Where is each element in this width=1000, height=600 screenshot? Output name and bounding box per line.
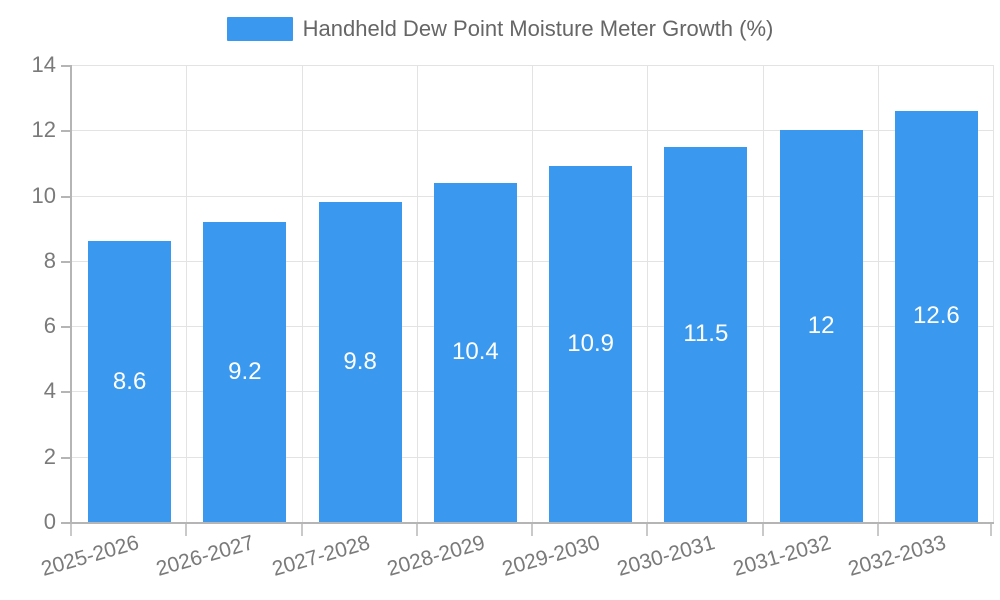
x-axis-tick-mark bbox=[300, 524, 303, 536]
x-axis-tick-mark bbox=[990, 524, 992, 536]
x-axis-tick-mark bbox=[185, 524, 188, 536]
x-axis-tick-mark bbox=[531, 524, 533, 536]
x-axis-tick-mark bbox=[876, 524, 879, 536]
bar-value-label: 10.4 bbox=[452, 338, 499, 366]
bar-2029-2030[interactable]: 10.9 bbox=[549, 166, 633, 522]
bar-value-label: 12.6 bbox=[913, 302, 960, 330]
h-gridline bbox=[72, 260, 994, 262]
v-gridline bbox=[301, 65, 303, 522]
bar-2025-2026[interactable]: 8.6 bbox=[88, 241, 172, 522]
x-axis-tick-mark bbox=[761, 524, 764, 536]
x-axis-tick-label: 2032-2033 bbox=[845, 531, 949, 581]
legend-series-label: Handheld Dew Point Moisture Meter Growth… bbox=[302, 16, 774, 41]
y-axis-tick-label: 10 bbox=[31, 182, 56, 208]
y-axis-tick-label: 12 bbox=[31, 117, 56, 143]
v-gridline bbox=[877, 65, 879, 522]
y-axis-tick-label: 2 bbox=[43, 443, 56, 469]
y-axis-tick-label: 0 bbox=[43, 509, 56, 534]
x-axis-tick-mark bbox=[415, 524, 418, 536]
y-axis-tick-label: 6 bbox=[43, 313, 56, 339]
x-axis-tick-mark bbox=[646, 524, 649, 536]
x-axis-tick-label: 2026-2027 bbox=[154, 531, 257, 581]
y-axis-tick-mark bbox=[61, 260, 70, 263]
y-axis-tick-mark bbox=[61, 195, 70, 198]
y-axis-tick-mark bbox=[61, 456, 70, 459]
h-gridline bbox=[72, 130, 994, 132]
y-axis-tick-mark bbox=[61, 326, 70, 329]
bar-value-label: 9.8 bbox=[343, 348, 377, 376]
v-gridline bbox=[647, 65, 649, 522]
y-axis-tick-label: 8 bbox=[43, 247, 56, 273]
y-axis-tick-mark bbox=[61, 65, 70, 67]
y-axis-tick-label: 14 bbox=[31, 52, 56, 77]
legend-swatch bbox=[226, 17, 293, 41]
bar-value-label: 10.9 bbox=[567, 330, 614, 358]
y-axis-tick-mark bbox=[61, 391, 70, 394]
h-gridline bbox=[72, 195, 994, 197]
plot-area: 8.6 9.2 9.8 10.4 10.9 11.5 12 12.6 bbox=[70, 65, 994, 524]
bar-value-label: 8.6 bbox=[112, 367, 147, 395]
v-gridline bbox=[186, 65, 188, 522]
v-gridline bbox=[532, 65, 533, 522]
legend[interactable]: Handheld Dew Point Moisture Meter Growth… bbox=[0, 16, 1000, 42]
bar-value-label: 9.2 bbox=[228, 357, 262, 385]
x-axis-tick-mark bbox=[70, 524, 72, 536]
h-gridline bbox=[72, 391, 994, 393]
x-axis-tick-label: 2025-2026 bbox=[38, 531, 142, 581]
y-axis-tick-mark bbox=[61, 522, 70, 524]
h-gridline bbox=[72, 65, 994, 66]
bar-2028-2029[interactable]: 10.4 bbox=[433, 182, 517, 522]
v-gridline bbox=[993, 65, 994, 522]
v-gridline bbox=[762, 65, 764, 522]
bar-2026-2027[interactable]: 9.2 bbox=[203, 221, 287, 522]
v-gridline bbox=[416, 65, 418, 522]
x-axis-tick-label: 2029-2030 bbox=[499, 531, 603, 581]
x-axis-tick-label: 2027-2028 bbox=[269, 531, 373, 581]
x-axis-tick-label: 2030-2031 bbox=[615, 531, 718, 581]
h-gridline bbox=[72, 326, 994, 328]
x-axis-tick-label: 2031-2032 bbox=[730, 531, 834, 581]
bar-2032-2033[interactable]: 12.6 bbox=[894, 110, 978, 522]
bar-2027-2028[interactable]: 9.8 bbox=[318, 202, 402, 522]
bar-2031-2032[interactable]: 12 bbox=[779, 130, 863, 522]
y-axis-tick-label: 4 bbox=[43, 378, 56, 404]
y-axis-tick-mark bbox=[61, 130, 70, 133]
bar-value-label: 11.5 bbox=[683, 320, 729, 348]
h-gridline bbox=[72, 456, 994, 458]
bar-value-label: 12 bbox=[807, 312, 835, 340]
x-axis-tick-label: 2028-2029 bbox=[384, 531, 488, 581]
bar-2030-2031[interactable]: 11.5 bbox=[664, 146, 748, 522]
